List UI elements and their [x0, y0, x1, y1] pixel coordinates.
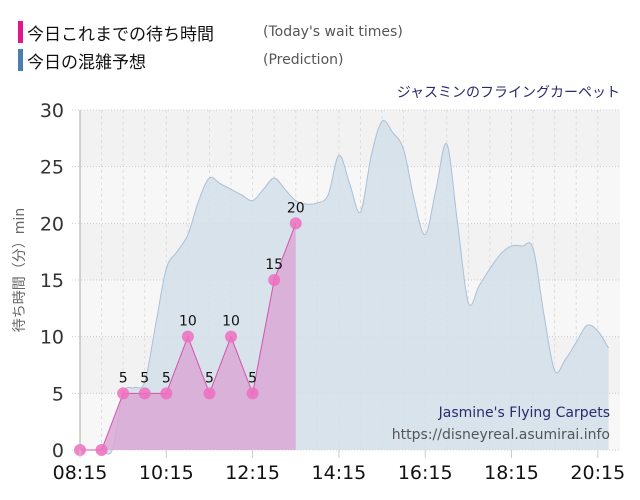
x-tick-label: 12:15: [225, 462, 280, 484]
x-tick-label: 18:15: [484, 462, 539, 484]
data-label: 10: [222, 314, 240, 330]
data-label: 15: [265, 257, 283, 273]
data-point[interactable]: [268, 274, 281, 286]
x-tick-label: 16:15: [398, 462, 453, 484]
data-label: 5: [119, 370, 128, 386]
legend-actual: 今日これまでの待ち時間 (Today's wait times): [18, 20, 403, 45]
y-tick-label: 15: [40, 270, 64, 292]
ride-title: ジャスミンのフライングカーペット: [396, 85, 620, 101]
x-tick-label: 08:15: [53, 462, 108, 484]
legend-label-en: (Prediction): [263, 52, 344, 68]
data-point[interactable]: [225, 330, 238, 343]
data-label: 5: [140, 370, 149, 386]
data-label: 5: [205, 370, 214, 386]
prediction-line: [79, 120, 610, 455]
legend-swatch-prediction: [18, 49, 23, 71]
y-tick-label: 20: [40, 213, 64, 235]
data-point[interactable]: [117, 387, 130, 400]
data-label: 5: [162, 370, 171, 386]
legend-prediction: 今日の混雑予想 (Prediction): [18, 48, 344, 73]
legend-swatch-actual: [18, 21, 23, 43]
data-label: 20: [287, 200, 305, 216]
x-tick-label: 10:15: [139, 462, 194, 484]
x-tick-label: 14:15: [312, 462, 367, 484]
y-axis-label: 待ち時間（分）min: [12, 208, 28, 332]
prediction-area: [80, 120, 609, 455]
data-label: 5: [248, 370, 257, 386]
y-tick-label: 0: [52, 440, 64, 462]
data-label: 10: [179, 314, 197, 330]
x-tick-label: 20:15: [570, 462, 625, 484]
legend-label-jp: 今日これまでの待ち時間: [27, 24, 214, 45]
watermark-url: https://disneyreal.asumirai.info: [391, 427, 610, 443]
data-point[interactable]: [289, 217, 302, 230]
y-tick-label: 5: [52, 383, 64, 405]
plot-band: [80, 110, 620, 167]
y-tick-label: 30: [40, 100, 64, 122]
legend-label-en: (Today's wait times): [263, 24, 403, 40]
data-point[interactable]: [246, 387, 259, 400]
data-point[interactable]: [181, 330, 194, 343]
watermark-name: Jasmine's Flying Carpets: [438, 405, 610, 421]
data-point[interactable]: [203, 387, 216, 400]
y-tick-label: 10: [40, 327, 64, 349]
y-tick-label: 25: [40, 157, 64, 179]
legend-label-jp: 今日の混雑予想: [27, 52, 146, 73]
data-point[interactable]: [95, 444, 108, 456]
data-point[interactable]: [138, 387, 151, 400]
data-point[interactable]: [160, 387, 173, 400]
